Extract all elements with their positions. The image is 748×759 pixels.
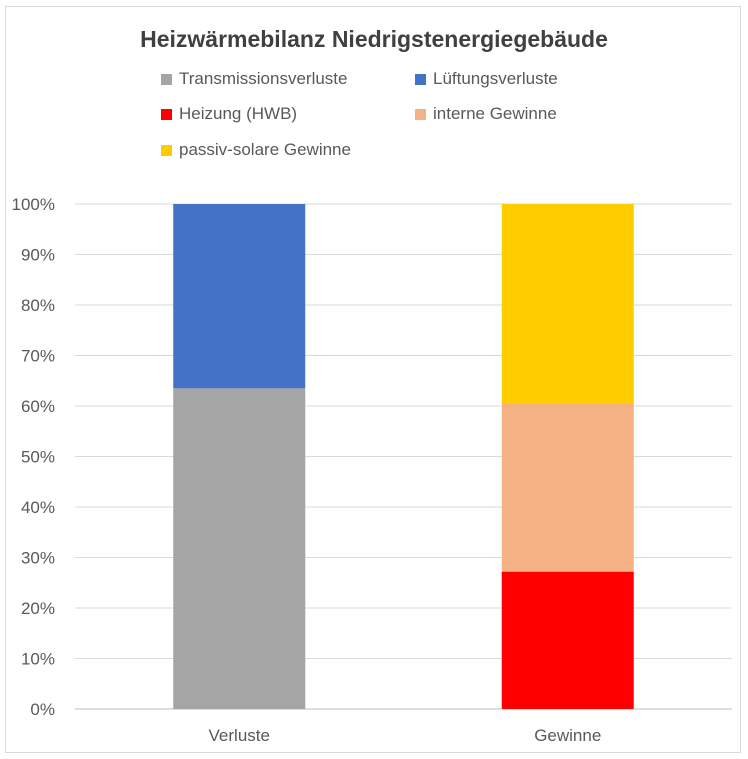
legend-label: Heizung (HWB) <box>179 104 298 123</box>
legend-swatch <box>415 108 426 120</box>
legend-swatch <box>161 144 172 156</box>
chart-title: Heizwärmebilanz Niedrigstenergiegebäude <box>140 26 608 52</box>
legend-label: Transmissionsverluste <box>179 69 348 88</box>
y-tick-label: 100% <box>12 195 55 214</box>
legend-label: Lüftungsverluste <box>433 69 558 88</box>
legend-label: passiv-solare Gewinne <box>179 140 351 159</box>
y-tick-label: 90% <box>21 246 55 265</box>
x-tick-label: Verluste <box>209 726 270 745</box>
y-tick-label: 80% <box>21 296 55 315</box>
legend-label: interne Gewinne <box>433 104 557 123</box>
bar-segment <box>501 204 634 404</box>
bar-segment <box>173 204 306 389</box>
y-tick-label: 50% <box>21 448 55 467</box>
y-tick-label: 60% <box>21 397 55 416</box>
legend-item: interne Gewinne <box>415 104 557 124</box>
legend-swatch <box>161 108 172 120</box>
y-tick-label: 70% <box>21 347 55 366</box>
legend-swatch <box>161 73 172 85</box>
legend-item: Heizung (HWB) <box>161 104 297 124</box>
x-tick-label: Gewinne <box>534 726 601 745</box>
legend-item: Transmissionsverluste <box>161 69 347 89</box>
legend-swatch <box>415 73 426 85</box>
bar-segment <box>501 571 634 709</box>
y-tick-label: 0% <box>30 700 55 719</box>
bar-segment <box>501 403 634 572</box>
y-tick-label: 20% <box>21 599 55 618</box>
y-tick-label: 10% <box>21 650 55 669</box>
legend-item: Lüftungsverluste <box>415 69 558 89</box>
legend-item: passiv-solare Gewinne <box>161 140 351 160</box>
y-tick-label: 30% <box>21 549 55 568</box>
y-tick-label: 40% <box>21 498 55 517</box>
bar-segment <box>173 388 306 709</box>
